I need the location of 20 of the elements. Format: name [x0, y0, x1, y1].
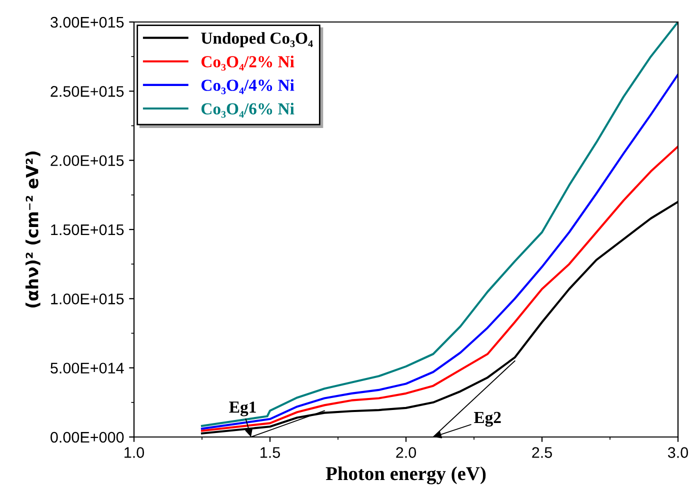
x-tick-label: 1.5 — [260, 447, 280, 458]
y-tick-label: 1.50E+015 — [51, 224, 124, 236]
legend-label: Co₃O₄/4% Ni — [201, 79, 294, 94]
y-tick-label: 0.00E+000 — [50, 432, 124, 443]
annotation: Eg1 — [229, 402, 256, 416]
legend-label: Co₃O₄/6% Ni — [201, 102, 294, 118]
x-tick-label: 1.0 — [124, 447, 144, 458]
legend-label: Co₃O₄/2% Ni — [201, 56, 294, 71]
y-tick-label: 5.00E+014 — [50, 362, 124, 374]
x-tick-label: 2.5 — [532, 447, 552, 458]
y-tick-label: 2.00E+015 — [50, 155, 124, 166]
y-axis-title: (αhν)² (cm⁻² eV²) — [25, 151, 40, 308]
x-tick-label: 3.0 — [668, 447, 688, 458]
y-tick-label: 3.00E+015 — [50, 16, 124, 28]
x-axis-title: Photon energy (eV) — [326, 466, 486, 484]
x-tick-label: 2.0 — [396, 447, 416, 458]
y-tick-label: 2.50E+015 — [50, 86, 124, 97]
legend-label: Undoped Co₃O₄ — [201, 32, 313, 48]
y-tick-label: 1.00E+015 — [51, 294, 124, 304]
annotation: Eg2 — [474, 412, 501, 427]
